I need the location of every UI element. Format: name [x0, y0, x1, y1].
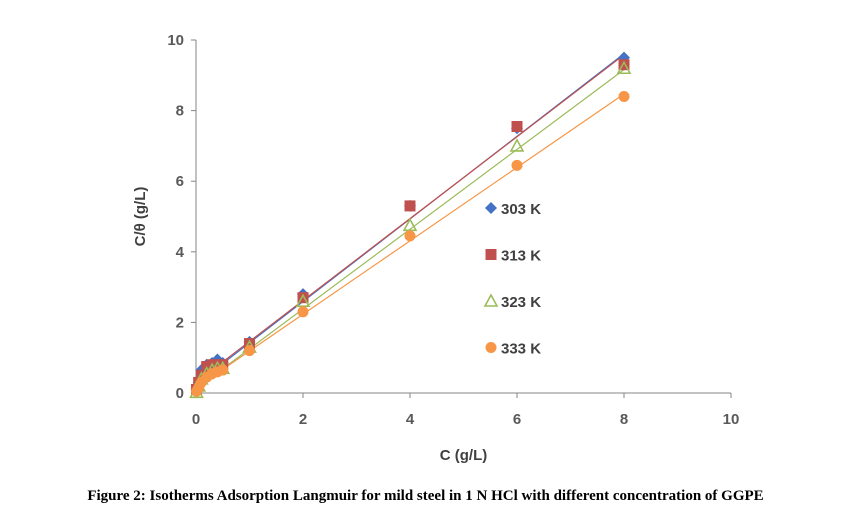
- y-tick-label: 0: [176, 385, 184, 402]
- legend-marker: [485, 202, 497, 214]
- x-tick-label: 4: [406, 411, 415, 428]
- fit-line: [195, 69, 625, 390]
- data-point: [244, 338, 255, 350]
- data-points: [189, 51, 632, 399]
- x-axis-label: C (g/L): [440, 447, 487, 464]
- legend-label: 323 K: [501, 294, 541, 311]
- legend-marker: [485, 342, 497, 353]
- x-tick-label: 0: [192, 411, 200, 428]
- y-tick-label: 10: [167, 32, 184, 49]
- y-tick-label: 4: [176, 244, 185, 261]
- data-point: [509, 138, 525, 152]
- data-point: [511, 120, 523, 132]
- legend-label: 313 K: [501, 248, 541, 265]
- data-point: [244, 345, 255, 357]
- y-axis-label: C/θ (g/L): [132, 187, 149, 247]
- data-point: [217, 364, 229, 376]
- legend-label: 303 K: [501, 201, 541, 218]
- fit-lines: [195, 53, 625, 390]
- data-point: [297, 292, 309, 304]
- langmuir-isotherm-chart: 0 2 4 6 8 10 0 2 4 6 8 10 303 K 313 K 323 K 333 K C (g…: [132, 32, 739, 464]
- legend-marker: [483, 293, 499, 307]
- data-point: [616, 60, 632, 75]
- legend: 303 K 313 K 323 K 333 K: [483, 201, 541, 358]
- data-point: [402, 217, 418, 232]
- data-point: [618, 90, 630, 102]
- data-point: [404, 200, 416, 212]
- data-point: [618, 59, 630, 71]
- data-point: [195, 369, 207, 381]
- y-tick-label: 6: [176, 173, 184, 190]
- x-tick-label: 6: [513, 411, 521, 428]
- figure-caption: Figure 2: Isotherms Adsorption Langmuir …: [87, 488, 764, 504]
- series-313-k: [191, 59, 630, 395]
- x-tick-label: 10: [723, 411, 740, 428]
- data-point: [295, 293, 311, 308]
- data-point: [511, 159, 523, 171]
- legend-label: 333 K: [501, 341, 541, 358]
- x-tick-label: 2: [299, 411, 307, 428]
- y-tick-label: 2: [176, 314, 184, 331]
- data-point: [297, 306, 309, 318]
- axes: 0 2 4 6 8 10 0 2 4 6 8 10: [167, 32, 739, 428]
- legend-marker: [485, 249, 497, 260]
- y-tick-label: 8: [176, 103, 184, 120]
- series-323-k: [189, 60, 632, 399]
- data-point: [404, 230, 416, 242]
- series-333-k: [191, 90, 630, 397]
- x-tick-label: 8: [620, 411, 628, 428]
